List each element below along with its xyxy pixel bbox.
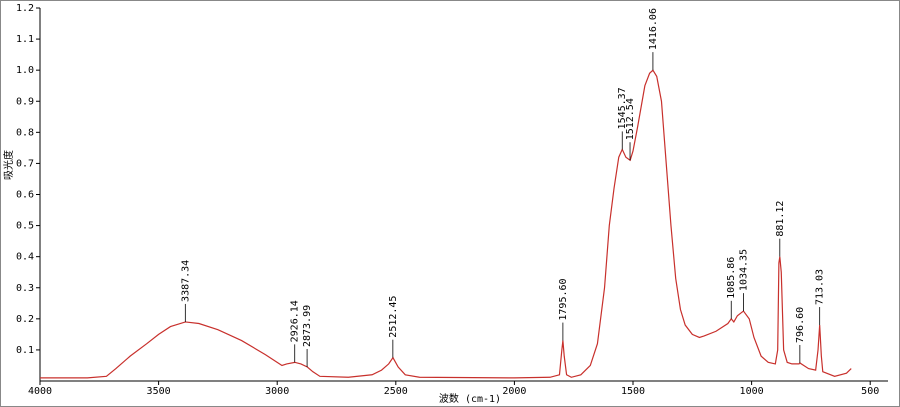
y-tick-label: 0.6 (16, 190, 34, 201)
y-tick-label: 1.2 (16, 3, 34, 14)
x-tick-label: 3500 (147, 386, 171, 397)
y-tick-label: 0.2 (16, 314, 34, 325)
y-tick-label: 1.1 (16, 34, 34, 45)
y-axis-label: 吸光度 (2, 150, 15, 180)
y-tick-label: 0.4 (16, 252, 34, 263)
peak-label: 1512.54 (625, 98, 636, 140)
x-tick-label: 2500 (384, 386, 408, 397)
y-tick-label: 0.9 (16, 96, 34, 107)
x-tick-label: 2000 (502, 386, 526, 397)
x-tick-label: 3000 (265, 386, 289, 397)
y-tick-label: 0.8 (16, 127, 34, 138)
peak-label: 1085.86 (726, 257, 737, 299)
y-tick-label: 0.5 (16, 221, 34, 232)
y-tick-label: 1.0 (16, 65, 34, 76)
peak-label: 881.12 (775, 201, 786, 237)
peak-label: 713.03 (815, 269, 826, 305)
peak-label: 1795.60 (558, 278, 569, 320)
x-tick-label: 1000 (740, 386, 764, 397)
y-tick-label: 0.7 (16, 158, 34, 169)
y-tick-label: 0.1 (16, 345, 34, 356)
peak-label: 2512.45 (388, 296, 399, 338)
peak-label: 3387.34 (180, 260, 191, 302)
peak-label: 1034.35 (738, 249, 749, 291)
peak-label: 2926.14 (290, 300, 301, 342)
x-tick-label: 500 (861, 386, 879, 397)
x-axis-label: 波数 (cm-1) (439, 392, 501, 405)
x-tick-label: 1500 (621, 386, 645, 397)
x-tick-label: 4000 (28, 386, 52, 397)
spectrum-line (40, 69, 852, 379)
peak-label: 796.60 (795, 307, 806, 343)
peak-label: 1416.06 (648, 8, 659, 50)
y-tick-label: 0.3 (16, 283, 34, 294)
peak-label: 1545.37 (617, 87, 628, 129)
peak-label: 2873.99 (302, 305, 313, 347)
